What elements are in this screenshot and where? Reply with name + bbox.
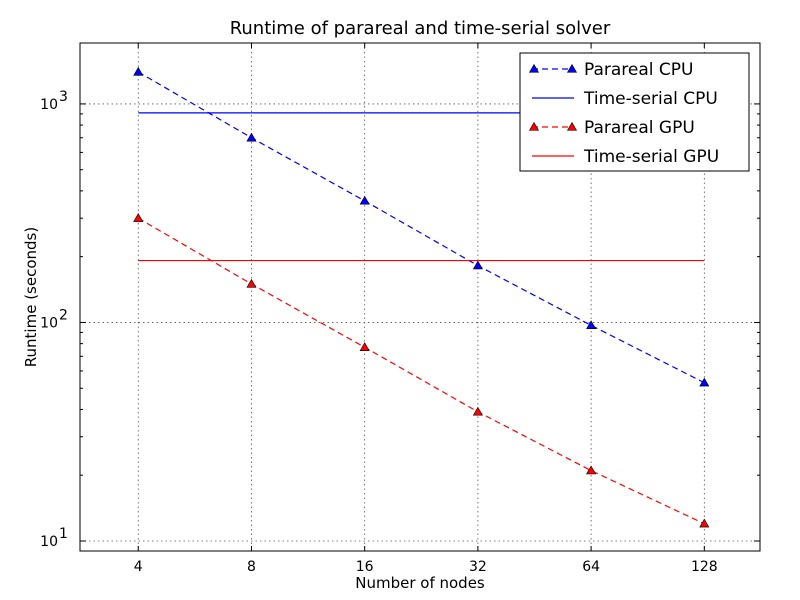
parareal-gpu-point (359, 342, 370, 351)
legend-label-time-serial-cpu: Time-serial CPU (583, 89, 718, 109)
parareal-gpu-point (586, 465, 597, 475)
y-tick-label: 10 (40, 315, 58, 331)
parareal-gpu-point (472, 406, 483, 416)
legend-marker-parareal-gpu (528, 121, 540, 131)
parareal-cpu-point (586, 320, 597, 330)
x-tick-label: 8 (247, 559, 256, 575)
plot-frame (79, 42, 761, 552)
y-tick-label-exponent: 3 (59, 89, 68, 105)
y-tick-label-exponent: 2 (59, 307, 68, 323)
parareal-cpu-point (133, 66, 144, 76)
x-axis-label: Number of nodes (355, 574, 485, 592)
parareal-cpu-line (137, 71, 705, 384)
parareal-cpu-point (699, 377, 710, 387)
x-tick-label: 4 (134, 559, 143, 575)
legend-marker-parareal-cpu (528, 63, 540, 73)
parareal-cpu-point (246, 132, 257, 142)
x-tick-label: 64 (582, 559, 600, 575)
legend-label-time-serial-gpu: Time-serial GPU (583, 147, 719, 167)
y-tick-label: 10 (40, 97, 58, 113)
x-tick-label: 16 (356, 559, 374, 575)
parareal-cpu-point (472, 260, 483, 270)
parareal-gpu-point (133, 213, 144, 222)
legend-marker-parareal-cpu (566, 63, 578, 73)
parareal-gpu-line (137, 217, 705, 525)
legend-label-parareal-cpu: Parareal CPU (584, 60, 694, 80)
legend-marker-parareal-gpu (566, 121, 578, 131)
x-tick-label: 128 (691, 559, 718, 575)
y-tick-label: 10 (40, 534, 58, 550)
parareal-gpu-point (246, 278, 257, 288)
y-axis-label: Runtime (seconds) (22, 227, 40, 367)
chart-title: Runtime of parareal and time-serial solv… (230, 18, 611, 39)
legend-label-parareal-gpu: Parareal GPU (584, 118, 695, 138)
x-tick-label: 32 (469, 559, 487, 575)
parareal-cpu-point (359, 195, 370, 205)
legend-box (519, 52, 750, 172)
parareal-gpu-point (699, 518, 710, 528)
legend: Parareal CPU Time-serial CPU Parareal GPU T… (519, 52, 750, 172)
y-tick-label-exponent: 1 (59, 526, 68, 542)
